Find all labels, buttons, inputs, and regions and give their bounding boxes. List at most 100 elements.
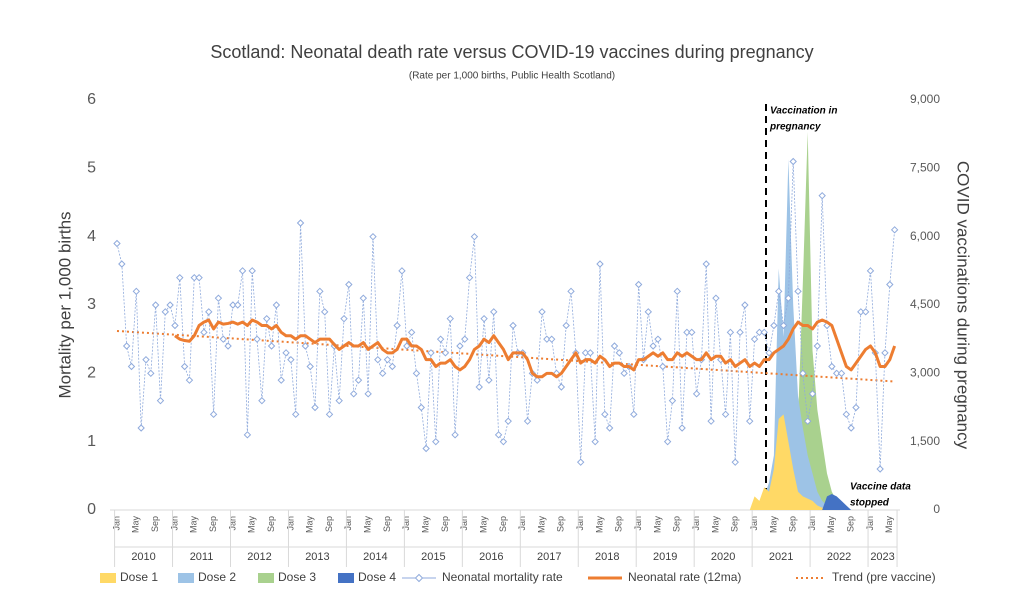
y-tick-label: 2 [87,365,96,382]
mortality-marker [383,355,392,364]
dose-area [822,494,852,510]
y2-tick-label: 6,000 [910,229,940,243]
x-tick-label: Sep [324,516,334,532]
mortality-marker [417,403,425,412]
mortality-marker [325,410,334,419]
x-tick-label: Jan [227,516,237,531]
mortality-marker [219,335,227,343]
mortality-marker [746,417,754,425]
mortality-marker [407,328,416,337]
x-tick-label: Jan [111,516,121,531]
mortality-marker [586,349,595,357]
dose-area [749,414,837,510]
dose-area [793,131,852,510]
mortality-marker [147,369,155,378]
mortality-marker [837,369,846,378]
year-label: 2017 [537,551,561,563]
mortality-marker [562,321,570,330]
mortality-marker [634,280,643,289]
mortality-marker [234,301,242,309]
mortality-marker [538,308,546,316]
x-tick-label: Sep [266,516,276,532]
mortality-marker [644,308,653,316]
year-label: 2020 [711,551,735,563]
mortality-marker [398,267,406,275]
x-tick-label: May [189,516,199,534]
x-tick-label: Sep [614,516,624,532]
mortality-marker [591,437,599,446]
x-tick-label: May [478,516,488,534]
mortality-marker [576,458,585,466]
mortality-marker [673,287,681,296]
mortality-marker [253,335,261,343]
x-tick-label: May [884,516,894,534]
x-tick-label: Sep [150,516,160,532]
mortality-marker [547,335,556,343]
mortality-marker [876,465,884,473]
mortality-marker [306,362,314,371]
mortality-marker [229,301,237,309]
year-label: 2013 [305,551,329,563]
mortality-marker [137,424,145,432]
mortality-marker [649,342,657,350]
mortality-marker [122,342,131,350]
mortality-marker [557,383,566,391]
mortality-marker [567,287,575,296]
legend-label: Neonatal mortality rate [442,570,563,584]
x-tick-label: Jan [749,516,759,531]
mortality-marker [354,376,363,384]
mortality-marker [678,424,686,432]
legend-swatch [414,573,424,583]
mortality-marker [543,335,551,343]
mortality-marker [132,287,141,296]
mortality-marker [847,424,855,432]
mortality-marker [721,410,730,419]
mortality-marker [369,232,377,241]
legend-swatch [258,573,274,583]
mortality-marker [654,335,662,343]
mortality-marker [345,280,353,289]
mortality-marker [803,417,812,425]
mortality-marker [335,396,343,405]
x-tick-label: Jan [401,516,411,531]
x-tick-label: Sep [846,516,856,532]
mortality-line [116,161,896,470]
mortality-marker [731,458,739,466]
legend-label: Neonatal rate (12ma) [628,570,741,584]
mortality-marker [692,390,701,398]
y2-tick-label: 1,500 [910,434,940,448]
mortality-marker [427,349,435,357]
x-tick-label: Jan [865,516,875,531]
mortality-marker [238,267,247,275]
mortality-marker [861,308,870,316]
y-tick-label: 6 [87,91,96,108]
mortality-marker [432,437,440,446]
mortality-marker [712,294,720,302]
annotation-line: Vaccine data [850,482,911,493]
mortality-marker [465,273,474,282]
x-tick-label: May [247,516,257,534]
annotation-line: Vaccination in [770,106,837,117]
mortality-marker [504,417,512,425]
mortality-marker [688,328,696,337]
mortality-marker [436,335,445,343]
mortality-marker [393,321,401,330]
mortality-marker [605,424,614,432]
mortality-marker [151,301,160,309]
mortality-marker [316,287,324,296]
mortality-marker [832,369,841,378]
mortality-marker [760,328,768,337]
mortality-marker [779,321,788,330]
y-tick-label: 1 [87,433,96,450]
mortality-marker [741,301,749,309]
mortality-marker [113,239,121,248]
mortality-marker [412,369,421,378]
mortality-marker [263,314,271,323]
year-label: 2015 [421,551,445,563]
mortality-marker [523,417,532,425]
mortality-marker [378,369,387,378]
mortality-marker [630,410,638,419]
y-axis-title: Mortality per 1,000 births [55,211,74,398]
mortality-marker [248,267,256,275]
